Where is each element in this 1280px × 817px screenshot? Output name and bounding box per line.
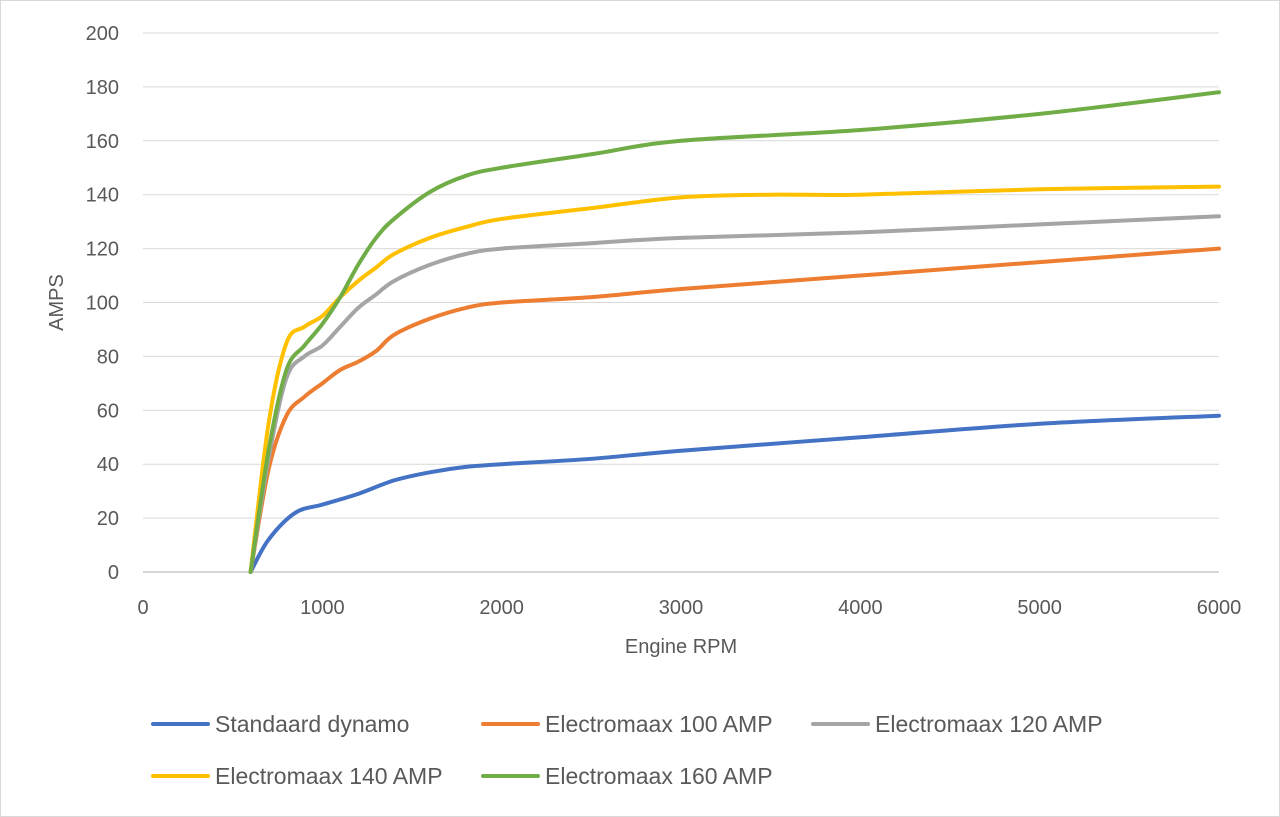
x-axis-title: Engine RPM xyxy=(625,636,737,658)
gridlines xyxy=(143,32,1219,519)
legend: Standaard dynamo Electromaax 100 AMP Elect… xyxy=(151,711,1103,789)
legend-item-electromaax-140-amp: Electromaax 140 AMP xyxy=(151,763,443,789)
y-tick-label: 160 xyxy=(86,131,119,153)
series-line-electromaax-100-amp xyxy=(248,246,1221,574)
legend-item-electromaax-100-amp: Electromaax 100 AMP xyxy=(481,711,773,737)
legend-item-electromaax-160-amp: Electromaax 160 AMP xyxy=(481,763,773,789)
legend-item-standaard-dynamo: Standaard dynamo xyxy=(151,711,409,737)
y-tick-label: 120 xyxy=(86,239,119,261)
series-lines xyxy=(248,90,1221,574)
y-tick-label: 180 xyxy=(86,77,119,99)
series-line-electromaax-140-amp xyxy=(248,184,1221,574)
y-tick-label: 40 xyxy=(97,454,119,476)
x-tick-label: 0 xyxy=(137,597,148,619)
y-tick-label: 0 xyxy=(108,562,119,584)
y-tick-label: 20 xyxy=(97,508,119,530)
legend-label: Electromaax 100 AMP xyxy=(545,711,773,737)
x-tick-label: 6000 xyxy=(1197,597,1242,619)
y-axis-title: AMPS xyxy=(46,274,68,331)
series-line-standaard-dynamo xyxy=(248,413,1221,574)
x-tick-label: 4000 xyxy=(838,597,883,619)
y-tick-label: 60 xyxy=(97,400,119,422)
y-tick-label: 140 xyxy=(86,185,119,207)
x-tick-label: 2000 xyxy=(479,597,524,619)
y-tick-label: 80 xyxy=(97,346,119,368)
legend-label: Standaard dynamo xyxy=(215,711,409,737)
legend-label: Electromaax 140 AMP xyxy=(215,763,443,789)
x-tick-label: 3000 xyxy=(659,597,704,619)
x-tick-label: 1000 xyxy=(300,597,345,619)
y-tick-label: 200 xyxy=(86,23,119,45)
legend-label: Electromaax 160 AMP xyxy=(545,763,773,789)
legend-label: Electromaax 120 AMP xyxy=(875,711,1103,737)
y-tick-label: 100 xyxy=(86,293,119,315)
series-line-electromaax-160-amp xyxy=(248,90,1221,574)
series-line-electromaax-120-amp xyxy=(248,214,1221,574)
legend-item-electromaax-120-amp: Electromaax 120 AMP xyxy=(811,711,1103,737)
x-tick-label: 5000 xyxy=(1017,597,1062,619)
